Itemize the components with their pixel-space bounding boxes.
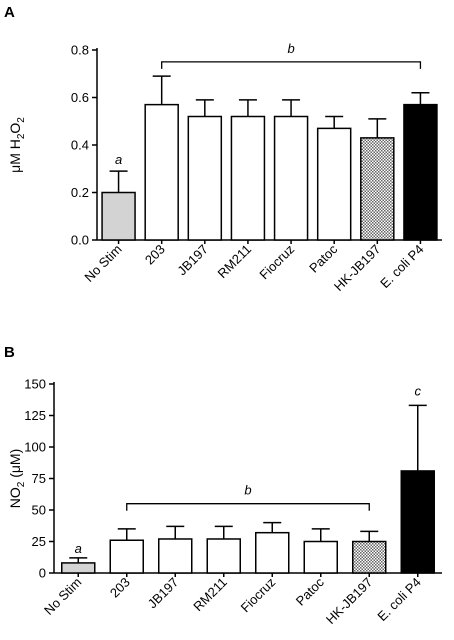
panel-a-y-tick-label: 0.0: [71, 233, 89, 248]
panel-b-bar: [400, 470, 435, 574]
panel-a-category-label: JB197: [174, 242, 211, 279]
panel-a-y-tick-label: 0.8: [71, 43, 89, 58]
panel-b-significance-label: c: [415, 383, 422, 398]
panel-b-y-tick-label: 125: [24, 408, 46, 423]
panel-a-bracket-label: b: [287, 41, 294, 56]
panel-a-bar: [187, 115, 223, 241]
panel-a-bar: [403, 103, 438, 241]
panel-b-category-label: HK-JB197: [323, 575, 376, 628]
panel-b-y-axis-label-sub: 2: [16, 481, 27, 487]
panel-b-category-label: Patoc: [293, 574, 327, 608]
panel-b-y-tick-label: 100: [24, 440, 46, 455]
panel-a-letter: A: [4, 4, 15, 21]
panel-b-category-label: No Stim: [41, 575, 84, 618]
panel-a-y-tick-label: 0.4: [71, 138, 89, 153]
panel-b-bar: [255, 531, 290, 574]
panel-b-bar: [109, 539, 144, 574]
panel-a-category-label: E. coli P4: [377, 242, 426, 291]
panel-a-y-tick-label: 0.6: [71, 90, 89, 105]
panel-a-bar: [101, 191, 136, 241]
panel-b-letter: B: [4, 344, 15, 361]
panel-a-significance-label: a: [115, 152, 122, 167]
panel-b-y-axis-label-main: NO: [7, 487, 23, 508]
panel-b-category-label: Fiocruz: [238, 575, 279, 616]
panel-b-category-label: E. coli P4: [374, 575, 423, 624]
panel-a-category-label: HK-JB197: [331, 242, 384, 295]
panel-b-y-axis-label: NO2 (μM): [7, 449, 27, 509]
panel-b-bar: [158, 538, 193, 574]
panel-b-bracket: [126, 503, 370, 511]
panel-b-bar: [61, 562, 96, 574]
panel-a-bracket: [161, 61, 422, 69]
panel-a-bar: [144, 103, 179, 241]
panel-a-y-tick-label: 0.2: [71, 185, 89, 200]
panel-a-category-label: Patoc: [306, 241, 340, 275]
panel-a-bar: [360, 137, 395, 241]
panel-b-category-label: RM211: [190, 575, 230, 615]
panel-a-y-axis-label-sub: 2: [16, 133, 27, 139]
panel-a-category-label: Fiocruz: [256, 242, 297, 283]
panel-b-y-axis-label-tail: (μM): [7, 449, 23, 482]
panel-a-y-axis-label-main: μM H: [7, 139, 23, 173]
panel-b-category-label: JB197: [145, 575, 182, 612]
panel-b-chart: B NO2 (μM) 0 25 50 75 100 125 150 No Stim 203 JB197…: [4, 344, 442, 627]
panel-b-category-label: 203: [107, 575, 133, 601]
panel-b-bracket-label: b: [244, 483, 251, 498]
panel-b-y-tick-label: 0: [39, 566, 46, 581]
panel-a-bar: [230, 115, 266, 241]
panel-a-bar: [316, 127, 352, 241]
panel-b-y-tick-label: 50: [32, 503, 46, 518]
panel-b-y-tick-label: 25: [32, 534, 46, 549]
panel-a-y-axis-label-tail: O: [7, 123, 23, 134]
panel-b-y-tick-label: 150: [24, 377, 46, 392]
panel-b-y-tick-label: 75: [32, 471, 46, 486]
panel-a-bar: [273, 115, 309, 241]
panel-a-y-axis-label-sub2: 2: [16, 117, 27, 123]
panel-a-category-label: 203: [142, 242, 168, 268]
panel-a-category-label: RM211: [214, 242, 254, 282]
panel-b-bar: [206, 538, 241, 574]
panel-a-category-label: No Stim: [81, 242, 124, 285]
panel-b-bar: [303, 540, 338, 574]
panel-a-y-axis-label: μM H2O2: [7, 117, 27, 173]
panel-b-significance-label: a: [75, 541, 82, 556]
panel-b-bar: [352, 540, 387, 574]
